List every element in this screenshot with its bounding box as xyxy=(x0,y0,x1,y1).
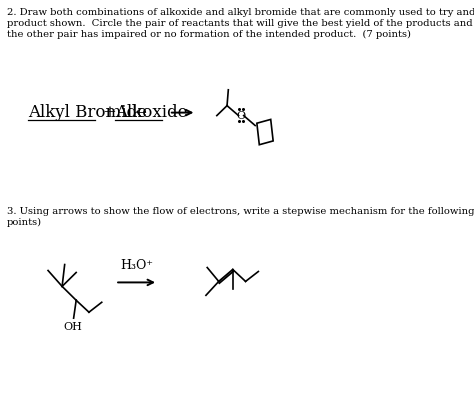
Text: 3. Using arrows to show the flow of electrons, write a stepwise mechanism for th: 3. Using arrows to show the flow of elec… xyxy=(7,207,474,216)
Text: the other pair has impaired or no formation of the intended product.  (7 points): the other pair has impaired or no format… xyxy=(7,30,410,39)
Text: O: O xyxy=(237,111,246,121)
Text: H₃O⁺: H₃O⁺ xyxy=(120,259,153,273)
Text: Alkoxide: Alkoxide xyxy=(115,104,188,121)
Text: +: + xyxy=(102,104,116,121)
Text: product shown.  Circle the pair of reactants that will give the best yield of th: product shown. Circle the pair of reacta… xyxy=(7,19,474,28)
Text: OH: OH xyxy=(63,322,82,332)
Text: 2. Draw both combinations of alkoxide and alkyl bromide that are commonly used t: 2. Draw both combinations of alkoxide an… xyxy=(7,8,474,18)
Text: Alkyl Bromide: Alkyl Bromide xyxy=(28,104,147,121)
Text: points): points) xyxy=(7,218,42,227)
